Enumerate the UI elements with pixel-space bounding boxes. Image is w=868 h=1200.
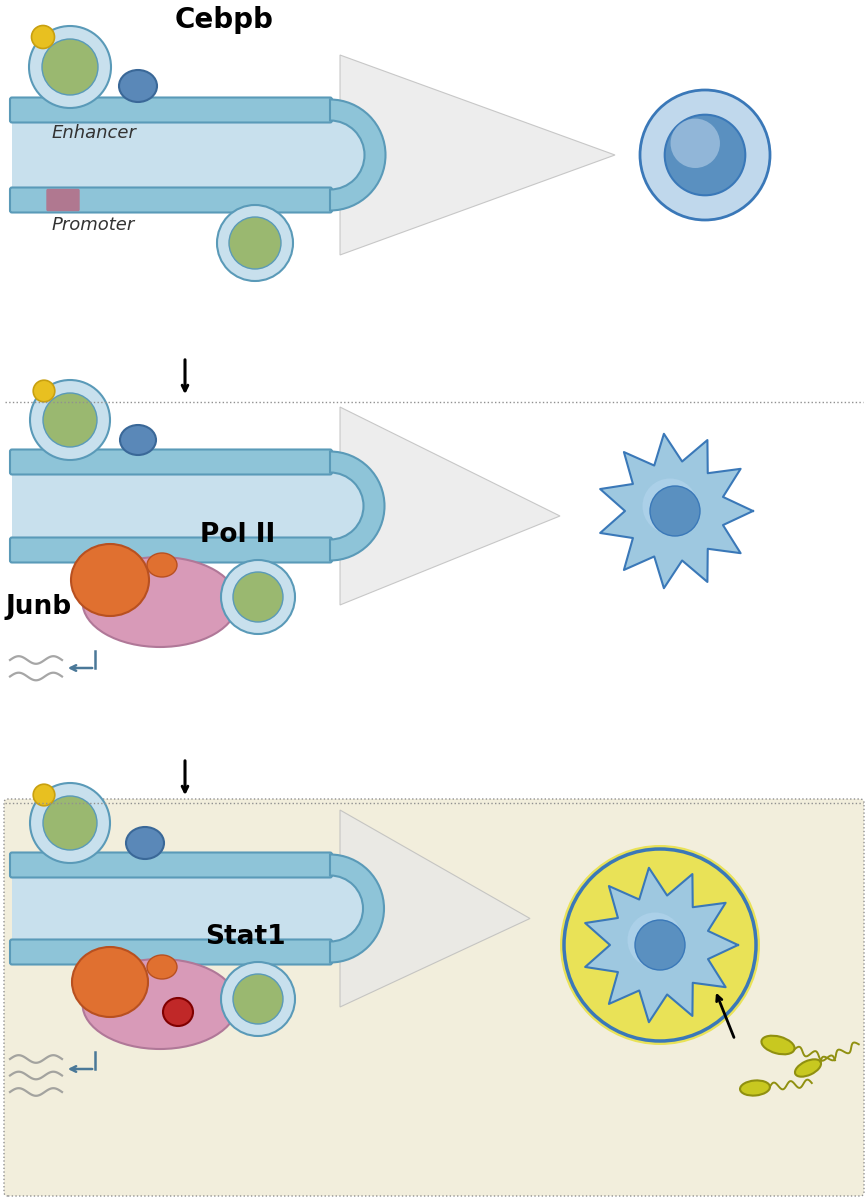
Circle shape [43, 796, 97, 850]
Ellipse shape [119, 70, 157, 102]
Circle shape [221, 962, 295, 1036]
Circle shape [665, 115, 746, 196]
Circle shape [217, 205, 293, 281]
FancyBboxPatch shape [10, 538, 332, 563]
Circle shape [635, 920, 685, 970]
Polygon shape [340, 810, 530, 1007]
Ellipse shape [126, 827, 164, 859]
FancyBboxPatch shape [10, 450, 332, 474]
Circle shape [31, 25, 55, 48]
Circle shape [642, 479, 698, 534]
Polygon shape [340, 407, 560, 605]
Text: Enhancer: Enhancer [52, 124, 137, 142]
Circle shape [30, 380, 110, 460]
Circle shape [628, 912, 682, 967]
Circle shape [221, 560, 295, 634]
Circle shape [33, 785, 55, 806]
Ellipse shape [82, 959, 238, 1049]
Circle shape [640, 90, 770, 220]
Polygon shape [600, 433, 753, 588]
Wedge shape [330, 120, 365, 190]
Circle shape [671, 119, 720, 168]
Circle shape [560, 845, 760, 1045]
Wedge shape [330, 473, 364, 540]
Ellipse shape [71, 544, 149, 616]
FancyBboxPatch shape [10, 940, 332, 965]
Ellipse shape [740, 1080, 770, 1096]
Text: Cebpb: Cebpb [175, 6, 274, 34]
Circle shape [650, 486, 700, 536]
Ellipse shape [82, 557, 238, 647]
FancyBboxPatch shape [4, 799, 864, 1196]
Ellipse shape [795, 1060, 821, 1076]
Circle shape [30, 782, 110, 863]
Polygon shape [585, 868, 738, 1022]
Wedge shape [330, 876, 363, 942]
Circle shape [42, 38, 98, 95]
Text: Pol II: Pol II [200, 522, 275, 548]
Text: Promoter: Promoter [52, 216, 135, 234]
Ellipse shape [120, 425, 156, 455]
Ellipse shape [147, 553, 177, 577]
Bar [12, 473, 330, 540]
Circle shape [233, 572, 283, 622]
Ellipse shape [72, 947, 148, 1018]
FancyBboxPatch shape [47, 190, 79, 210]
Text: Stat1: Stat1 [205, 924, 286, 950]
Wedge shape [330, 854, 384, 962]
Bar [12, 876, 330, 942]
FancyBboxPatch shape [10, 187, 332, 212]
Circle shape [233, 974, 283, 1024]
Ellipse shape [163, 998, 193, 1026]
Polygon shape [340, 55, 615, 256]
Circle shape [43, 392, 97, 446]
FancyBboxPatch shape [10, 852, 332, 877]
Text: Junb: Junb [5, 594, 71, 620]
Circle shape [33, 380, 55, 402]
FancyBboxPatch shape [10, 97, 332, 122]
Bar [12, 120, 330, 190]
Ellipse shape [761, 1036, 794, 1055]
Circle shape [29, 26, 111, 108]
Wedge shape [330, 451, 385, 560]
Ellipse shape [147, 955, 177, 979]
Circle shape [229, 217, 281, 269]
Wedge shape [330, 100, 385, 210]
